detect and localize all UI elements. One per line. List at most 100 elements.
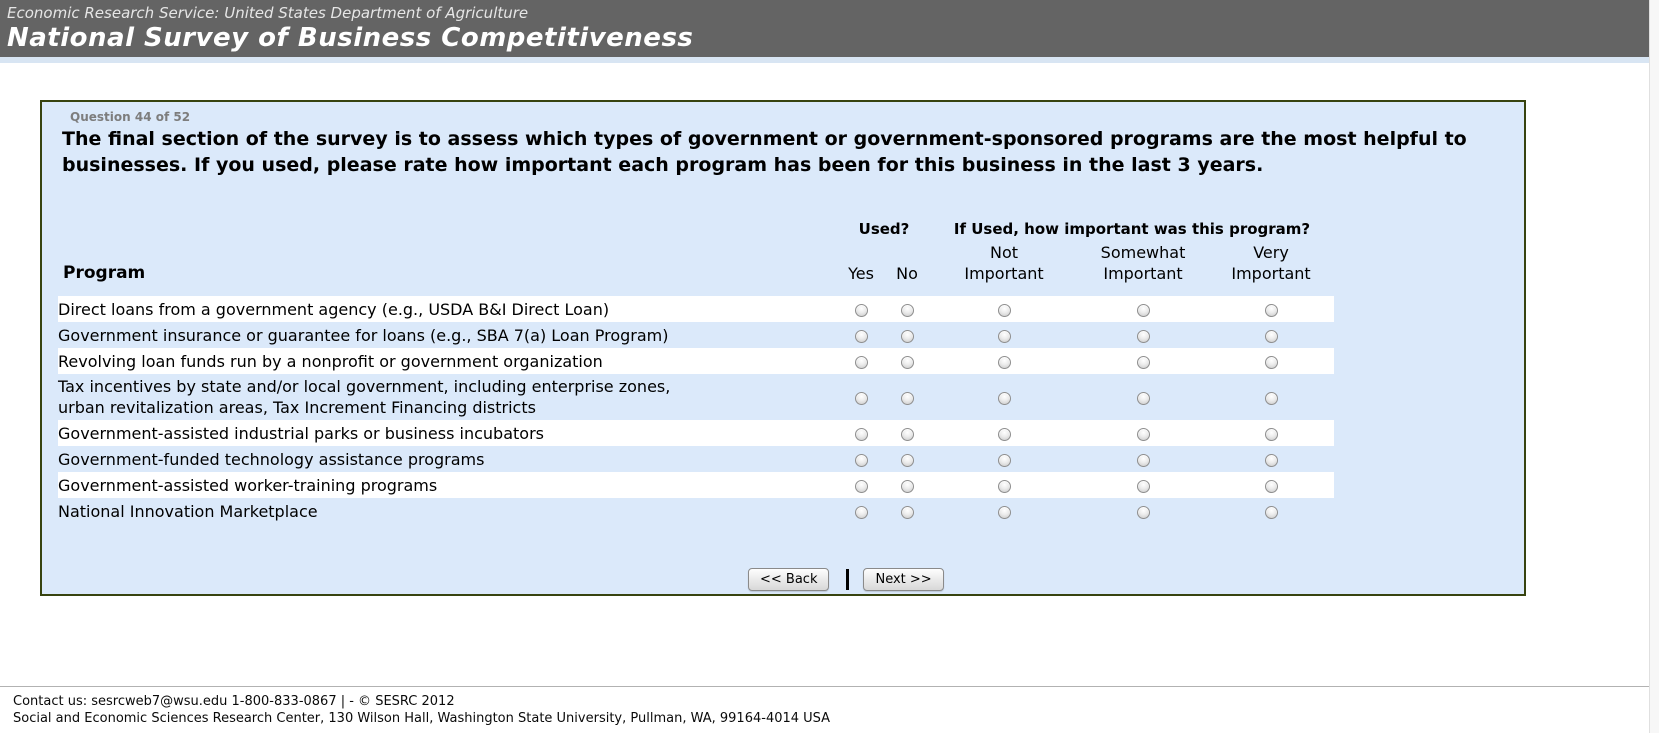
importance-header: If Used, how important was this program? xyxy=(953,220,1311,238)
radio-yes[interactable] xyxy=(854,505,868,519)
radio-cell xyxy=(884,446,930,472)
radio-yes[interactable] xyxy=(854,427,868,441)
radio-cell xyxy=(884,472,930,498)
radio-very-important[interactable] xyxy=(1264,453,1278,467)
radio-cell xyxy=(884,296,930,322)
radio-cell xyxy=(838,374,884,420)
radio-very-important[interactable] xyxy=(1264,479,1278,493)
radio-very-important[interactable] xyxy=(1264,329,1278,343)
program-row: Government insurance or guarantee for lo… xyxy=(58,322,1334,348)
programs-table-body: Direct loans from a government agency (e… xyxy=(58,296,1335,524)
footer-address-line: Social and Economic Sciences Research Ce… xyxy=(13,711,831,726)
radio-cell xyxy=(884,420,930,446)
radio-cell xyxy=(1208,498,1334,524)
very-important-column-label: Very Important xyxy=(1231,243,1311,283)
radio-very-important[interactable] xyxy=(1264,505,1278,519)
question-progress: Question 44 of 52 xyxy=(70,110,191,124)
somewhat-important-column-label: Somewhat Important xyxy=(1100,243,1186,283)
radio-cell xyxy=(1078,296,1208,322)
next-button[interactable]: Next >> xyxy=(863,568,944,591)
radio-somewhat-important[interactable] xyxy=(1136,479,1150,493)
radio-not-important[interactable] xyxy=(997,479,1011,493)
radio-not-important[interactable] xyxy=(997,355,1011,369)
radio-no[interactable] xyxy=(900,453,914,467)
scrollbar-track[interactable] xyxy=(1649,0,1659,733)
radio-no[interactable] xyxy=(900,505,914,519)
radio-cell xyxy=(838,296,884,322)
radio-cell xyxy=(930,498,1078,524)
radio-cell xyxy=(838,420,884,446)
radio-cell xyxy=(1078,472,1208,498)
group-header-spacer xyxy=(58,220,838,242)
program-name: Government-assisted industrial parks or … xyxy=(58,423,544,443)
radio-cell xyxy=(884,498,930,524)
radio-no[interactable] xyxy=(900,391,914,405)
radio-not-important[interactable] xyxy=(997,453,1011,467)
radio-no[interactable] xyxy=(900,329,914,343)
program-row: National Innovation Marketplace xyxy=(58,498,1334,524)
program-name: Government insurance or guarantee for lo… xyxy=(58,325,669,345)
radio-cell xyxy=(1078,446,1208,472)
radio-cell xyxy=(838,472,884,498)
radio-somewhat-important[interactable] xyxy=(1136,391,1150,405)
radio-somewhat-important[interactable] xyxy=(1136,303,1150,317)
radio-cell xyxy=(930,374,1078,420)
radio-not-important[interactable] xyxy=(997,505,1011,519)
radio-not-important[interactable] xyxy=(997,391,1011,405)
survey-title: National Survey of Business Competitiven… xyxy=(7,23,694,53)
footer-contact-line: Contact us: sesrcweb7@wsu.edu 1-800-833-… xyxy=(13,694,455,709)
radio-cell xyxy=(884,348,930,374)
radio-very-important[interactable] xyxy=(1264,303,1278,317)
radio-yes[interactable] xyxy=(854,303,868,317)
radio-very-important[interactable] xyxy=(1264,391,1278,405)
radio-yes[interactable] xyxy=(854,355,868,369)
group-header-row: Used? If Used, how important was this pr… xyxy=(58,220,1334,242)
radio-not-important[interactable] xyxy=(997,329,1011,343)
radio-cell xyxy=(930,296,1078,322)
radio-somewhat-important[interactable] xyxy=(1136,355,1150,369)
radio-cell xyxy=(1208,348,1334,374)
radio-yes[interactable] xyxy=(854,329,868,343)
radio-cell xyxy=(1208,420,1334,446)
no-column-label: No xyxy=(896,264,918,283)
radio-no[interactable] xyxy=(900,355,914,369)
program-name: Government-assisted worker-training prog… xyxy=(58,475,438,495)
radio-very-important[interactable] xyxy=(1264,355,1278,369)
header-accent-strip xyxy=(0,57,1659,63)
radio-somewhat-important[interactable] xyxy=(1136,329,1150,343)
navigation-buttons: << Back Next >> xyxy=(748,568,944,591)
question-text: The final section of the survey is to as… xyxy=(62,128,1467,176)
radio-cell xyxy=(1078,348,1208,374)
program-row: Tax incentives by state and/or local gov… xyxy=(58,374,1334,420)
app-header: Economic Research Service: United States… xyxy=(0,0,1659,57)
radio-very-important[interactable] xyxy=(1264,427,1278,441)
radio-yes[interactable] xyxy=(854,391,868,405)
used-header: Used? xyxy=(858,220,910,238)
question-panel: Question 44 of 52 The final section of t… xyxy=(40,100,1526,596)
radio-yes[interactable] xyxy=(854,453,868,467)
radio-no[interactable] xyxy=(900,427,914,441)
radio-not-important[interactable] xyxy=(997,427,1011,441)
radio-cell xyxy=(884,322,930,348)
radio-cell xyxy=(1208,296,1334,322)
radio-somewhat-important[interactable] xyxy=(1136,453,1150,467)
radio-yes[interactable] xyxy=(854,479,868,493)
radio-cell xyxy=(838,498,884,524)
radio-no[interactable] xyxy=(900,303,914,317)
radio-cell xyxy=(1208,472,1334,498)
radio-cell xyxy=(930,472,1078,498)
programs-table: Used? If Used, how important was this pr… xyxy=(58,220,1335,524)
radio-cell xyxy=(930,446,1078,472)
radio-not-important[interactable] xyxy=(997,303,1011,317)
radio-cell xyxy=(930,420,1078,446)
radio-somewhat-important[interactable] xyxy=(1136,427,1150,441)
radio-no[interactable] xyxy=(900,479,914,493)
radio-cell xyxy=(1078,374,1208,420)
radio-cell xyxy=(1078,420,1208,446)
agency-line: Economic Research Service: United States… xyxy=(7,4,529,22)
program-row: Government-assisted industrial parks or … xyxy=(58,420,1335,446)
back-button[interactable]: << Back xyxy=(748,568,830,591)
program-row: Direct loans from a government agency (e… xyxy=(58,296,1335,322)
radio-somewhat-important[interactable] xyxy=(1136,505,1150,519)
radio-cell xyxy=(930,322,1078,348)
